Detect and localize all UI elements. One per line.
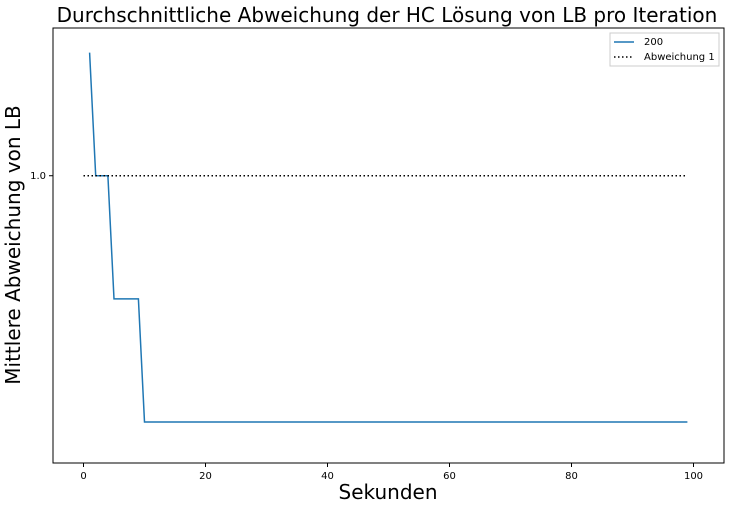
plot-frame <box>52 27 725 464</box>
y-tick-label: 1.0 <box>30 171 46 182</box>
legend-label-series-200: 200 <box>644 37 663 48</box>
x-tick-label: 60 <box>443 471 456 482</box>
chart-title: Durchschnittliche Abweichung der HC Lösu… <box>57 3 718 27</box>
y-axis-label: Mittlere Abweichung von LB <box>1 105 25 384</box>
legend: 200 Abweichung 1 <box>609 32 720 67</box>
x-tick-label: 80 <box>565 471 578 482</box>
x-tick-label: 100 <box>684 471 703 482</box>
series-layer <box>83 52 688 423</box>
series-line-200 <box>88 52 688 423</box>
legend-label-abweichung-1: Abweichung 1 <box>644 52 715 63</box>
x-axis-label: Sekunden <box>339 480 438 504</box>
legend-box <box>609 32 720 67</box>
x-tick-label: 0 <box>80 471 86 482</box>
axis-ticks: 0 20 40 60 80 100 1.0 <box>30 171 703 482</box>
x-tick-label: 40 <box>321 471 334 482</box>
x-tick-label: 20 <box>199 471 212 482</box>
